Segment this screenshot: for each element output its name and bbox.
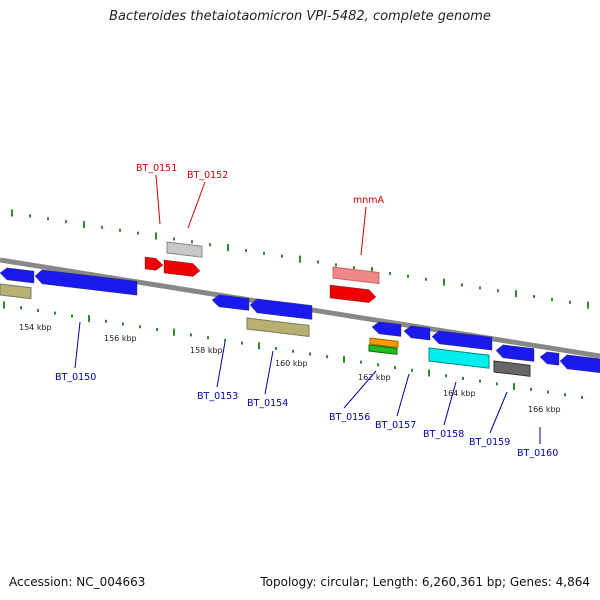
gene-label-BT_0160[interactable]: BT_0160 [517, 448, 558, 459]
gene-leader-line [187, 181, 206, 229]
outer-tick-track [11, 209, 589, 309]
gene-BT_0159-gray-bar[interactable] [493, 360, 531, 377]
gene-BT_0152-bar[interactable] [166, 241, 203, 258]
accession-text: Accession: NC_004663 [9, 575, 146, 589]
scale-tick-labels: 154 kbp 156 kbp 158 kbp 160 kbp 162 kbp 164 k… [19, 323, 561, 414]
gene-BT_0156-arrow[interactable] [371, 321, 402, 337]
gene-label-BT_0153[interactable]: BT_0153 [197, 391, 238, 402]
gene-leader-line [155, 174, 161, 225]
gene-leader-line [343, 370, 377, 409]
scale-tick-label: 166 kbp [528, 405, 561, 414]
gene-leader-line [74, 321, 81, 369]
gene-label-BT_0151[interactable]: BT_0151 [136, 163, 177, 174]
gene-BT_0156-orange-bar[interactable] [369, 337, 399, 348]
gene-BT_0156-green-bar[interactable] [368, 344, 398, 355]
scale-tick-label: 154 kbp [19, 323, 52, 332]
gene-BT_0154-bar[interactable] [246, 317, 310, 338]
gene-leader-line [360, 206, 367, 256]
gene-left-arrow[interactable] [0, 267, 35, 284]
gene-label-BT_0159[interactable]: BT_0159 [469, 437, 510, 448]
inner-tick-track [3, 301, 583, 399]
gene-label-BT_0152[interactable]: BT_0152 [187, 170, 228, 181]
gene-leader-line [396, 373, 410, 417]
genome-title: Bacteroides thetaiotaomicron VPI-5482, c… [109, 9, 491, 24]
gene-BT_0154-arrow[interactable] [249, 298, 313, 320]
gene-label-BT_0157[interactable]: BT_0157 [375, 420, 416, 431]
scale-tick-label: 164 kbp [443, 389, 476, 398]
gene-labels[interactable]: BT_0151 BT_0152 mnmA BT_0150 BT_0153 BT_0154 B… [55, 163, 558, 459]
gene-label-BT_0150[interactable]: BT_0150 [55, 372, 96, 383]
gene-BT_0151-arrow[interactable] [144, 256, 164, 271]
gene-features [0, 241, 600, 377]
gene-mnmA-arrow[interactable] [329, 284, 377, 303]
gene-right-arrow[interactable] [559, 354, 600, 374]
gene-BT_0158-cyan-bar[interactable] [428, 347, 490, 369]
gene-leader-line [216, 341, 226, 388]
scale-tick-label: 156 kbp [104, 334, 137, 343]
topology-text: Topology: circular; Length: 6,260,361 bp… [260, 575, 590, 589]
gene-BT_0153-arrow[interactable] [211, 294, 250, 311]
gene-mnmA-bar[interactable] [332, 266, 380, 285]
gene-leader-line [443, 381, 457, 426]
gene-BT_0159-arrow[interactable] [495, 344, 535, 362]
gene-leader-line [489, 391, 508, 434]
gene-label-BT_0156[interactable]: BT_0156 [329, 412, 370, 423]
gene-left-khaki-bar[interactable] [0, 283, 32, 300]
gene-label-BT_0154[interactable]: BT_0154 [247, 398, 288, 409]
gene-leader-line [264, 350, 274, 395]
scale-tick-label: 160 kbp [275, 359, 308, 368]
gene-label-BT_0158[interactable]: BT_0158 [423, 429, 464, 440]
gene-BT_0158-arrow[interactable] [431, 330, 493, 351]
gene-BT_0150-arrow[interactable] [34, 269, 138, 296]
gene-BT_0160-arrow[interactable] [539, 351, 560, 366]
gene-label-mnmA[interactable]: mnmA [353, 195, 385, 206]
gene-BT_0152-arrow[interactable] [163, 259, 201, 277]
gene-BT_0157-arrow[interactable] [403, 325, 431, 341]
scale-tick-label: 158 kbp [190, 346, 223, 355]
scale-tick-label: 162 kbp [358, 373, 391, 382]
